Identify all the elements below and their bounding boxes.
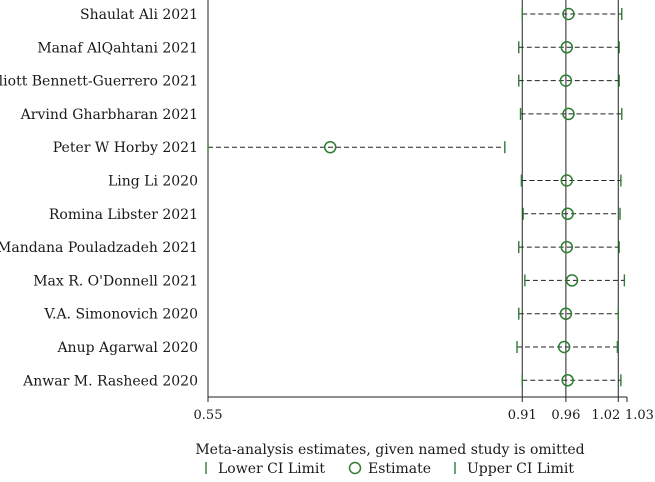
legend-item-upper: Upper CI Limit [454, 461, 574, 477]
study-label: Manaf AlQahtani 2021 [37, 40, 198, 56]
study-row [519, 107, 623, 121]
study-row [207, 140, 506, 154]
legend-label: Estimate [368, 461, 431, 477]
study-label: V.A. Simonovich 2020 [43, 307, 198, 323]
x-axis-label: Meta-analysis estimates, given named stu… [195, 442, 584, 458]
x-tick-label: 1.02 [591, 408, 620, 423]
study-rows [207, 7, 626, 387]
study-label: Anup Agarwal 2020 [56, 340, 198, 356]
estimate-marker [561, 207, 574, 221]
legend: Lower CI Limit Estimate Upper CI Limit [205, 461, 574, 477]
legend-label: Upper CI Limit [467, 461, 574, 477]
x-tick-label: 1.03 [625, 408, 654, 423]
estimate-marker [565, 274, 579, 287]
legend-estimate-symbol [348, 461, 362, 475]
study-row [518, 74, 620, 87]
study-row [521, 7, 623, 21]
estimate-marker [557, 340, 571, 354]
estimate-marker [560, 240, 574, 254]
study-row [518, 240, 620, 254]
estimate-marker [323, 140, 337, 154]
x-tick-label: 0.55 [194, 408, 223, 423]
estimate-marker [559, 74, 573, 87]
study-label: Anwar M. Rasheed 2020 [22, 373, 198, 389]
study-label: Arvind Gharbharan 2021 [20, 107, 198, 123]
x-axis-ticks: 0.55 0.91 0.96 1.02 1.03 [194, 397, 654, 423]
study-label: Romina Libster 2021 [49, 207, 198, 223]
study-label: Shaulat Ali 2021 [80, 7, 198, 23]
estimate-marker [560, 174, 574, 187]
estimate-marker [562, 107, 575, 121]
study-label: Ling Li 2020 [108, 174, 198, 190]
study-label: Mandana Pouladzadeh 2021 [0, 240, 198, 256]
study-labels: Shaulat Ali 2021 Manaf AlQahtani 2021 Elli… [0, 7, 198, 389]
estimate-marker [560, 41, 574, 54]
study-row [518, 41, 620, 54]
estimate-marker [559, 307, 573, 320]
legend-label: Lower CI Limit [218, 461, 325, 477]
study-row [518, 307, 619, 320]
legend-item-estimate: Estimate [348, 461, 431, 477]
legend-item-lower: Lower CI Limit [205, 461, 325, 477]
study-row [522, 207, 621, 221]
study-label: Peter W Horby 2021 [53, 140, 198, 156]
estimate-marker [562, 7, 575, 21]
study-label: Elliott Bennett-Guerrero 2021 [0, 74, 198, 90]
reference-lines [207, 0, 619, 397]
study-label: Max R. O'Donnell 2021 [33, 273, 198, 289]
estimate-marker [561, 374, 574, 387]
x-tick-label: 0.91 [508, 408, 537, 423]
study-row [524, 274, 626, 287]
x-tick-label: 0.96 [551, 408, 580, 423]
study-row [516, 340, 619, 354]
study-row [520, 174, 622, 187]
study-row [521, 374, 622, 387]
